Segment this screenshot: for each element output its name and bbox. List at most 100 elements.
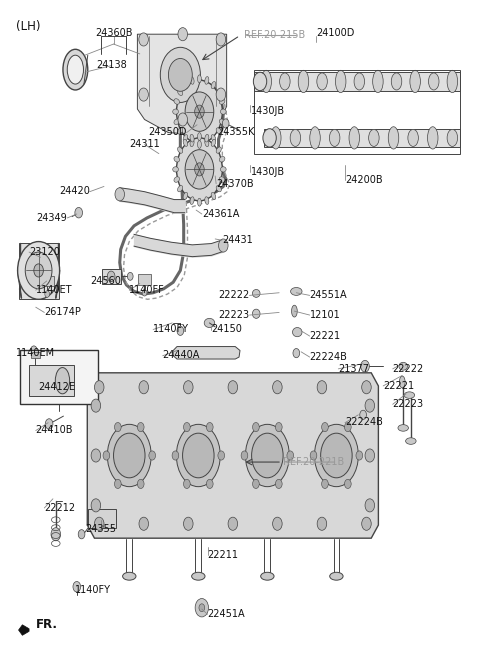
Circle shape xyxy=(91,499,101,512)
Ellipse shape xyxy=(219,156,225,162)
Circle shape xyxy=(365,449,374,462)
Bar xyxy=(254,72,459,91)
Circle shape xyxy=(139,33,148,46)
Ellipse shape xyxy=(398,424,408,431)
Ellipse shape xyxy=(178,147,183,154)
Circle shape xyxy=(51,528,60,541)
Ellipse shape xyxy=(55,368,70,394)
Ellipse shape xyxy=(178,89,183,96)
Circle shape xyxy=(75,208,83,218)
Text: 22224B: 22224B xyxy=(345,417,383,428)
Ellipse shape xyxy=(372,71,383,93)
Circle shape xyxy=(273,381,282,394)
Circle shape xyxy=(95,517,104,530)
Text: 24551A: 24551A xyxy=(310,290,348,300)
Ellipse shape xyxy=(429,73,439,90)
Bar xyxy=(40,275,54,286)
Circle shape xyxy=(137,479,144,488)
Ellipse shape xyxy=(78,530,85,539)
Ellipse shape xyxy=(388,127,399,149)
Circle shape xyxy=(362,381,371,394)
Circle shape xyxy=(252,479,259,488)
Ellipse shape xyxy=(310,127,320,149)
Text: 24370B: 24370B xyxy=(216,179,254,188)
Bar xyxy=(21,351,98,405)
Ellipse shape xyxy=(399,362,408,370)
Circle shape xyxy=(216,88,226,101)
Text: FR.: FR. xyxy=(36,618,58,631)
Circle shape xyxy=(137,422,144,432)
Circle shape xyxy=(199,604,204,612)
Text: 12101: 12101 xyxy=(310,310,340,320)
Circle shape xyxy=(45,418,53,429)
Text: 24150: 24150 xyxy=(211,324,242,334)
Circle shape xyxy=(310,451,317,460)
Ellipse shape xyxy=(293,349,300,358)
Circle shape xyxy=(276,479,282,488)
Text: 24420: 24420 xyxy=(59,186,90,196)
Circle shape xyxy=(127,272,133,280)
Ellipse shape xyxy=(205,197,209,204)
Ellipse shape xyxy=(220,109,226,114)
Ellipse shape xyxy=(321,433,352,478)
Ellipse shape xyxy=(183,192,188,200)
Text: 22221: 22221 xyxy=(383,381,414,391)
Ellipse shape xyxy=(192,572,205,580)
Circle shape xyxy=(168,59,192,92)
Ellipse shape xyxy=(291,305,297,317)
Circle shape xyxy=(228,517,238,530)
Circle shape xyxy=(183,422,190,432)
Circle shape xyxy=(73,581,81,592)
Text: 24311: 24311 xyxy=(129,139,160,149)
Text: 24200B: 24200B xyxy=(345,175,383,185)
Ellipse shape xyxy=(183,139,188,146)
Ellipse shape xyxy=(174,156,180,162)
Ellipse shape xyxy=(391,73,402,90)
Text: 22212: 22212 xyxy=(44,503,75,513)
Bar xyxy=(138,274,151,285)
Ellipse shape xyxy=(290,287,302,295)
Circle shape xyxy=(287,451,294,460)
Ellipse shape xyxy=(190,76,194,84)
Polygon shape xyxy=(173,347,240,359)
Text: 1140FF: 1140FF xyxy=(129,285,165,295)
Ellipse shape xyxy=(211,192,216,200)
Circle shape xyxy=(108,271,115,281)
Ellipse shape xyxy=(252,309,260,318)
Ellipse shape xyxy=(245,424,289,486)
Ellipse shape xyxy=(198,132,201,140)
Circle shape xyxy=(276,422,282,432)
Circle shape xyxy=(31,346,37,355)
Circle shape xyxy=(95,381,104,394)
Ellipse shape xyxy=(290,129,300,146)
Bar xyxy=(29,365,74,397)
Text: 22222: 22222 xyxy=(218,290,250,300)
Circle shape xyxy=(183,479,190,488)
Text: 22223: 22223 xyxy=(218,310,250,320)
Circle shape xyxy=(195,163,204,176)
Circle shape xyxy=(91,449,101,462)
Circle shape xyxy=(139,381,148,394)
Circle shape xyxy=(34,264,43,277)
Circle shape xyxy=(183,517,193,530)
Circle shape xyxy=(365,499,374,512)
Ellipse shape xyxy=(404,392,415,399)
Circle shape xyxy=(317,517,327,530)
Ellipse shape xyxy=(114,433,145,478)
Text: 21377: 21377 xyxy=(338,364,369,374)
Circle shape xyxy=(160,47,200,102)
Ellipse shape xyxy=(190,134,194,142)
Text: 24100D: 24100D xyxy=(316,28,355,38)
Circle shape xyxy=(185,150,214,189)
Ellipse shape xyxy=(292,328,302,337)
Ellipse shape xyxy=(369,129,379,146)
Ellipse shape xyxy=(349,127,360,149)
Text: 1140FY: 1140FY xyxy=(153,324,189,334)
Ellipse shape xyxy=(252,289,260,297)
Circle shape xyxy=(142,289,147,296)
Ellipse shape xyxy=(216,186,221,192)
Circle shape xyxy=(185,92,214,131)
Text: 1140FY: 1140FY xyxy=(75,585,111,594)
Ellipse shape xyxy=(183,82,188,88)
Ellipse shape xyxy=(261,572,274,580)
